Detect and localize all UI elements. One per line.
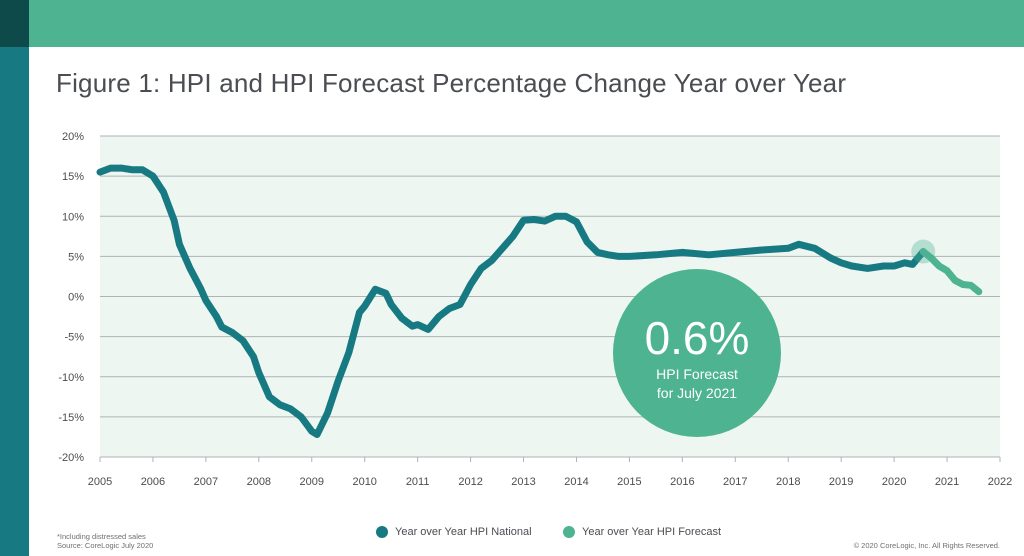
x-tick-label: 2015 — [617, 476, 641, 488]
side-accent-bar — [0, 47, 29, 556]
legend-label-forecast: Year over Year HPI Forecast — [582, 526, 722, 538]
y-tick-label: 20% — [62, 131, 84, 143]
x-tick-label: 2014 — [564, 476, 588, 488]
forecast-callout-bubble — [613, 269, 781, 437]
national-swatch-icon — [376, 526, 388, 538]
footnote: *Including distressed sales Source: Core… — [57, 532, 153, 550]
x-tick-label: 2010 — [352, 476, 376, 488]
chart-title: Figure 1: HPI and HPI Forecast Percentag… — [56, 68, 847, 98]
footnote-source: Source: CoreLogic July 2020 — [57, 541, 154, 550]
x-tick-label: 2018 — [776, 476, 800, 488]
y-tick-label: 5% — [68, 251, 84, 263]
forecast-start-marker — [911, 239, 936, 264]
x-tick-label: 2011 — [406, 476, 430, 488]
forecast-hpi-line — [919, 248, 983, 296]
y-tick-label: -5% — [64, 332, 84, 344]
y-tick-label: 10% — [62, 211, 84, 223]
callout-label: HPI Forecast — [656, 366, 738, 382]
y-tick-label: -15% — [58, 412, 84, 424]
x-tick-label: 2022 — [988, 476, 1012, 488]
x-tick-label: 2020 — [882, 476, 906, 488]
x-tick-label: 2005 — [88, 476, 112, 488]
x-tick-label: 2008 — [247, 476, 271, 488]
x-tick-label: 2019 — [829, 476, 853, 488]
x-tick-label: 2006 — [141, 476, 165, 488]
x-tick-label: 2021 — [935, 476, 959, 488]
x-tick-label: 2013 — [511, 476, 535, 488]
x-tick-label: 2016 — [670, 476, 694, 488]
copyright-notice: © 2020 CoreLogic, Inc. All Rights Reserv… — [853, 541, 1000, 550]
header-band — [0, 0, 1024, 47]
x-tick-label: 2007 — [194, 476, 218, 488]
callout-date: for July 2021 — [657, 385, 737, 401]
callout-value: 0.6% — [645, 312, 750, 364]
y-tick-label: -10% — [58, 372, 84, 384]
x-tick-label: 2012 — [458, 476, 482, 488]
x-tick-label: 2017 — [723, 476, 747, 488]
legend-item-national: Year over Year HPI National — [376, 526, 532, 538]
y-tick-label: -20% — [58, 452, 84, 464]
chart-legend: Year over Year HPI National Year over Ye… — [0, 526, 1024, 544]
footnote-distressed: *Including distressed sales — [57, 532, 146, 541]
legend-item-forecast: Year over Year HPI Forecast — [563, 526, 721, 538]
y-tick-label: 15% — [62, 171, 84, 183]
forecast-swatch-icon — [563, 526, 575, 538]
y-tick-label: 0% — [68, 292, 84, 304]
legend-label-national: Year over Year HPI National — [395, 526, 532, 538]
national-hpi-line — [96, 164, 927, 438]
x-tick-label: 2009 — [300, 476, 324, 488]
header-corner-block — [0, 0, 29, 47]
